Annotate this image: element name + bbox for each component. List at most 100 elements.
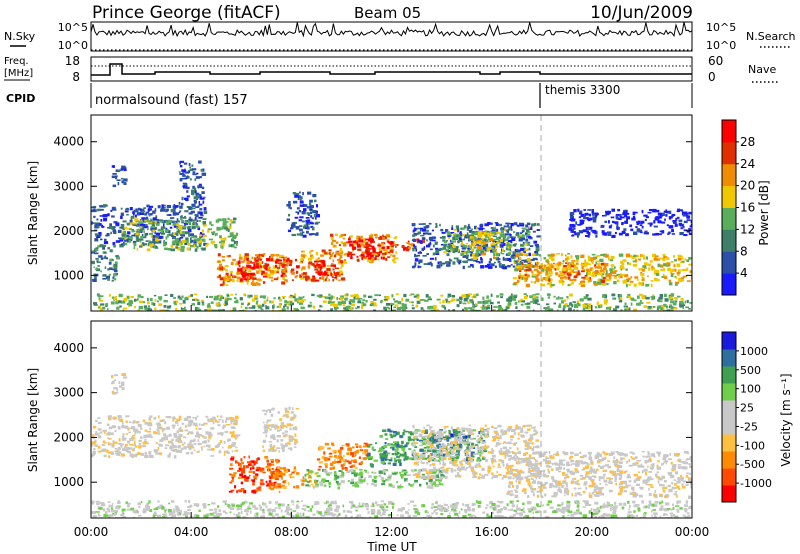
data-cell-19 <box>641 221 643 225</box>
data-cell-20 <box>351 307 354 310</box>
data-cell-0 <box>233 430 235 434</box>
data-cell-5 <box>239 280 244 283</box>
data-cell-0 <box>154 208 157 212</box>
data-cell-20 <box>659 294 663 298</box>
data-cell-14 <box>509 248 512 252</box>
data-cell-2 <box>270 459 275 461</box>
data-cell-6 <box>265 264 269 267</box>
data-cell-0 <box>110 209 113 212</box>
data-cell-1 <box>140 219 143 223</box>
data-cell-1 <box>189 237 192 241</box>
data-cell-0 <box>107 226 111 229</box>
data-cell-16 <box>495 237 500 241</box>
data-cell-14 <box>502 256 505 260</box>
data-cell-7 <box>394 448 398 452</box>
data-cell-6 <box>251 266 256 270</box>
data-cell-0 <box>170 217 175 219</box>
data-cell-1 <box>175 238 180 242</box>
data-cell-2 <box>264 456 269 459</box>
data-cell-10 <box>387 478 391 481</box>
data-cell-3 <box>270 470 272 474</box>
data-cell-8 <box>449 446 454 449</box>
data-cell-2 <box>245 465 249 469</box>
data-cell-1 <box>235 232 239 236</box>
data-cell-1 <box>119 385 122 388</box>
data-cell-0 <box>97 450 102 453</box>
data-cell-20 <box>499 293 504 296</box>
data-cell-0 <box>134 443 136 447</box>
data-cell-11 <box>288 406 291 410</box>
data-cell-17 <box>550 262 553 266</box>
data-cell-16 <box>473 256 477 260</box>
data-cell-20 <box>365 300 368 303</box>
data-cell-8 <box>476 458 481 462</box>
data-cell-16 <box>473 235 476 239</box>
data-cell-0 <box>155 450 157 454</box>
data-cell-7 <box>379 453 383 455</box>
data-cell-20 <box>319 304 322 308</box>
data-cell-1 <box>207 230 210 233</box>
data-cell-19 <box>592 209 594 213</box>
data-cell-6 <box>348 461 352 464</box>
data-cell-17 <box>619 265 624 268</box>
data-cell-15 <box>503 235 506 239</box>
data-cell-1 <box>115 391 119 394</box>
data-cell-0 <box>197 439 200 442</box>
data-cell-0 <box>145 211 149 214</box>
data-cell-2 <box>234 460 238 462</box>
data-cell-0 <box>228 445 233 449</box>
data-cell-6 <box>249 261 252 263</box>
data-cell-14 <box>418 260 421 265</box>
data-cell-6 <box>246 257 249 261</box>
data-cell-20 <box>471 296 474 299</box>
data-cell-18 <box>555 272 558 276</box>
data-cell-3 <box>190 178 192 181</box>
data-cell-10 <box>367 260 372 263</box>
data-cell-16 <box>489 238 494 242</box>
data-cell-17 <box>616 273 621 277</box>
data-cell-11 <box>387 251 391 254</box>
data-cell-20 <box>147 301 150 305</box>
data-cell-10 <box>371 234 374 236</box>
data-cell-20 <box>404 303 407 308</box>
data-cell-8 <box>380 457 384 461</box>
data-cell-2 <box>270 460 274 463</box>
data-cell-3 <box>189 168 194 171</box>
data-cell-13 <box>311 217 315 220</box>
data-cell-1 <box>120 381 125 385</box>
data-cell-19 <box>601 230 605 234</box>
data-cell-0 <box>190 210 195 214</box>
data-cell-8 <box>328 252 331 255</box>
data-cell-17 <box>681 260 685 263</box>
data-cell-14 <box>423 246 426 250</box>
data-cell-10 <box>343 253 346 256</box>
data-cell-2 <box>253 490 257 494</box>
data-cell-17 <box>569 270 574 274</box>
data-cell-8 <box>448 451 453 455</box>
data-cell-0 <box>170 208 175 213</box>
data-cell-14 <box>429 261 432 264</box>
data-cell-19 <box>622 212 626 216</box>
data-cell-17 <box>624 274 629 278</box>
data-cell-10 <box>383 472 386 475</box>
data-cell-19 <box>679 232 684 236</box>
data-cell-14 <box>497 258 501 260</box>
data-cell-5 <box>269 269 275 274</box>
data-cell-9 <box>316 263 321 267</box>
data-cell-20 <box>534 296 539 299</box>
data-cell-17 <box>598 263 603 265</box>
data-cell-5 <box>216 267 220 271</box>
data-cell-17 <box>584 262 589 266</box>
data-cell-0 <box>184 210 189 213</box>
data-cell-18 <box>604 263 609 267</box>
data-cell-5 <box>277 267 281 269</box>
data-cell-1 <box>191 226 196 230</box>
data-cell-11 <box>361 256 363 261</box>
data-cell-0 <box>177 220 181 223</box>
data-cell-17 <box>626 253 631 257</box>
data-cell-3 <box>278 474 282 478</box>
data-cell-20 <box>380 299 383 302</box>
data-cell-6 <box>319 447 322 450</box>
data-cell-0 <box>172 449 176 452</box>
data-cell-13 <box>299 228 303 232</box>
